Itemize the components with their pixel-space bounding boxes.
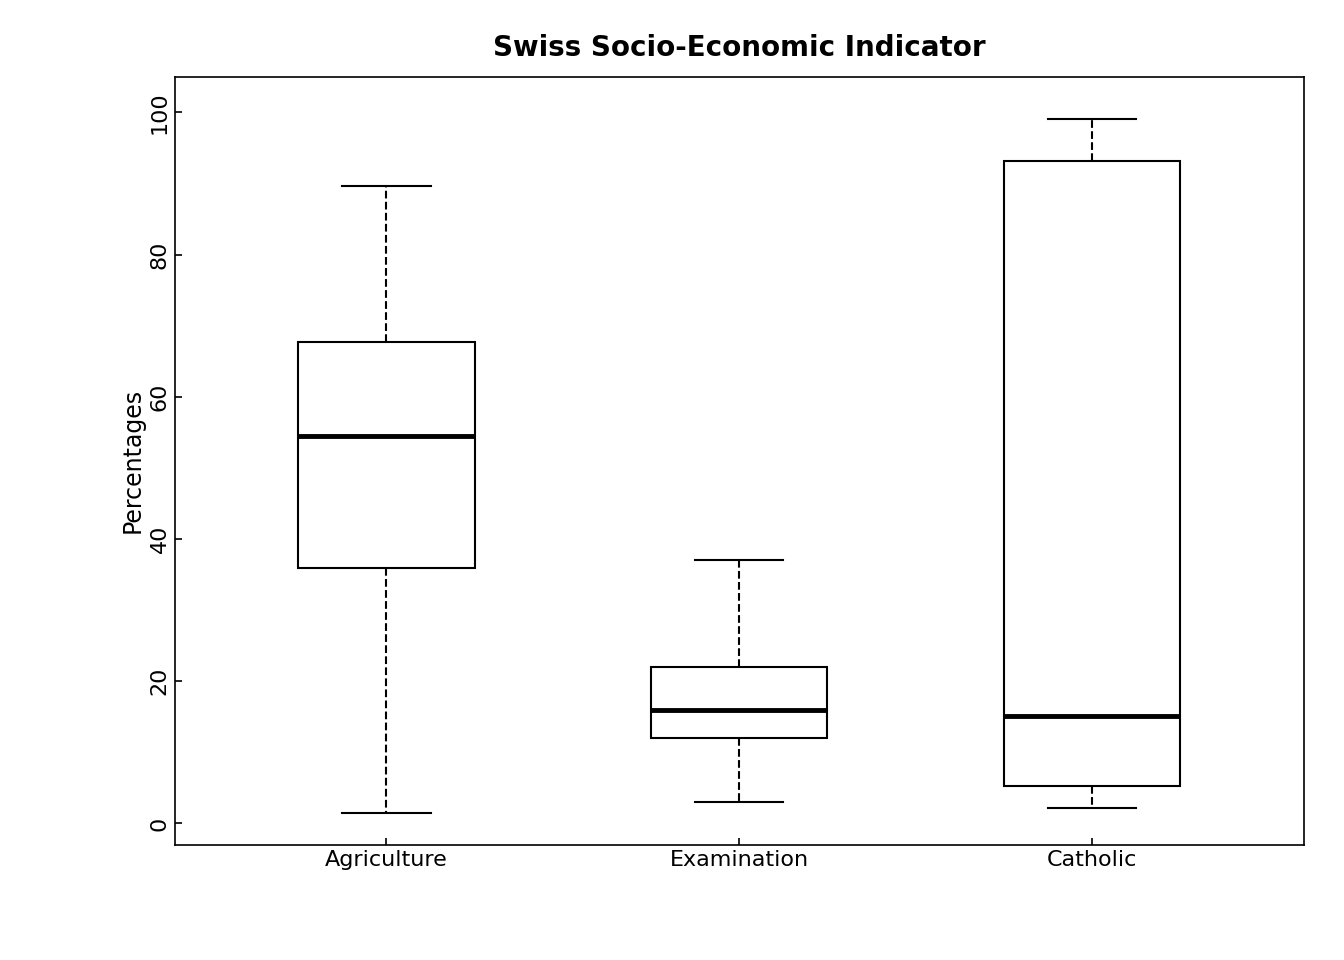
PathPatch shape bbox=[1004, 161, 1180, 786]
PathPatch shape bbox=[298, 343, 474, 568]
Y-axis label: Percentages: Percentages bbox=[121, 388, 144, 534]
Title: Swiss Socio-Economic Indicator: Swiss Socio-Economic Indicator bbox=[493, 34, 985, 62]
PathPatch shape bbox=[650, 667, 828, 738]
